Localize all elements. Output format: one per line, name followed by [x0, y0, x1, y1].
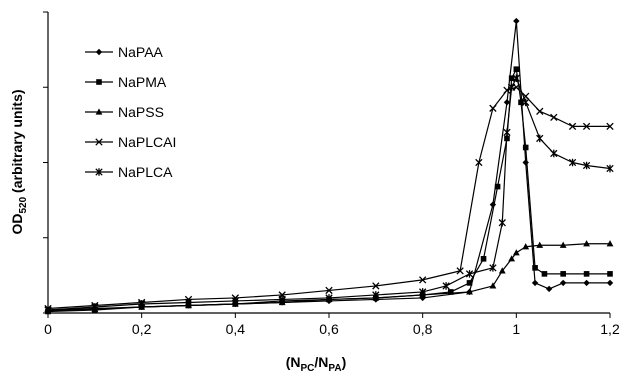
- data-point: [489, 264, 497, 272]
- data-point: [325, 286, 333, 295]
- x-tick-label: 1,2: [600, 321, 620, 337]
- data-point: [522, 98, 530, 107]
- data-point: [512, 249, 520, 256]
- x-axis-title: (NPC/NPA): [286, 354, 347, 374]
- data-point: [583, 240, 590, 247]
- legend-label: NaPLCAI: [118, 134, 176, 150]
- data-point: [550, 149, 558, 158]
- data-point: [559, 279, 567, 287]
- x-tick-label: 0: [44, 321, 52, 337]
- data-point: [512, 74, 520, 83]
- data-point: [475, 158, 483, 167]
- x-tick-label: 0,4: [226, 321, 246, 337]
- data-point: [498, 267, 506, 274]
- data-point: [606, 122, 614, 131]
- data-point: [582, 161, 591, 170]
- data-point: [522, 159, 529, 166]
- data-point: [503, 128, 511, 137]
- data-point: [582, 122, 591, 131]
- data-point: [442, 282, 450, 290]
- data-point: [583, 279, 590, 287]
- data-point: [606, 279, 614, 287]
- data-point: [489, 282, 497, 289]
- data-point: [372, 282, 380, 290]
- data-point: [508, 75, 515, 82]
- plot-area: [44, 17, 614, 315]
- x-tick-label: 0,8: [413, 321, 433, 337]
- data-point: [489, 104, 497, 112]
- series-line: [47, 86, 610, 310]
- x-tick-label: 1: [512, 321, 520, 337]
- data-point: [184, 298, 193, 307]
- data-point: [494, 183, 501, 190]
- legend-label: NaPLCA: [118, 164, 173, 180]
- legend-marker: [96, 79, 102, 85]
- data-point: [419, 288, 427, 296]
- data-point: [536, 134, 544, 143]
- data-point: [489, 201, 497, 208]
- data-point: [372, 291, 380, 299]
- data-point: [466, 288, 473, 295]
- data-point: [583, 271, 590, 277]
- data-point: [532, 265, 538, 271]
- data-point: [513, 66, 520, 72]
- data-point: [559, 241, 567, 248]
- data-point: [513, 17, 520, 25]
- data-point: [503, 99, 511, 106]
- series-naplca: [44, 74, 614, 314]
- data-point: [419, 276, 427, 284]
- data-point: [560, 271, 566, 277]
- y-axis-title: OD520 (arbitrary units): [9, 89, 29, 234]
- data-point: [536, 107, 544, 115]
- legend-label: NaPSS: [118, 104, 164, 120]
- data-point: [507, 83, 516, 92]
- legend-marker: [95, 138, 103, 146]
- legend-item: NaPMA: [85, 74, 167, 90]
- data-point: [568, 158, 577, 167]
- legend-marker: [95, 108, 103, 115]
- axes: 0 0,2 0,4 0,6 0,8 1 1,2: [43, 11, 620, 337]
- x-tick-label: 0,2: [132, 321, 152, 337]
- series-line: [47, 77, 611, 311]
- data-point: [278, 295, 286, 304]
- data-point: [44, 306, 52, 314]
- data-point: [503, 86, 511, 94]
- data-point: [541, 271, 548, 277]
- legend-label: NaPAA: [118, 44, 164, 60]
- data-point: [480, 256, 487, 262]
- data-point: [606, 240, 614, 247]
- data-point: [231, 297, 239, 305]
- data-point: [465, 270, 474, 278]
- data-point: [545, 285, 553, 293]
- data-point: [518, 99, 524, 106]
- data-point: [568, 122, 577, 131]
- data-point: [91, 303, 99, 311]
- legend-item: NaPLCA: [85, 164, 173, 180]
- legend-label: NaPMA: [118, 74, 167, 90]
- x-tick-label: 0,6: [319, 321, 339, 337]
- data-point: [522, 243, 530, 250]
- data-point: [456, 267, 464, 275]
- data-point: [447, 289, 454, 295]
- data-point: [508, 255, 516, 262]
- data-point: [325, 294, 333, 302]
- data-point: [536, 241, 544, 248]
- data-point: [466, 280, 473, 286]
- data-point: [607, 271, 613, 277]
- data-point: [606, 164, 614, 173]
- legend-item: NaPAA: [85, 44, 164, 60]
- legend: NaPAA NaPMA NaPSS NaPLCAI NaPLCA: [85, 44, 176, 180]
- data-point: [522, 144, 529, 151]
- data-point: [138, 300, 146, 308]
- data-point: [550, 113, 558, 122]
- legend-marker: [95, 48, 103, 56]
- legend-marker: [95, 168, 103, 176]
- legend-item: NaPSS: [85, 104, 164, 120]
- data-point: [498, 218, 506, 227]
- data-point: [531, 279, 539, 287]
- legend-item: NaPLCAI: [85, 134, 176, 150]
